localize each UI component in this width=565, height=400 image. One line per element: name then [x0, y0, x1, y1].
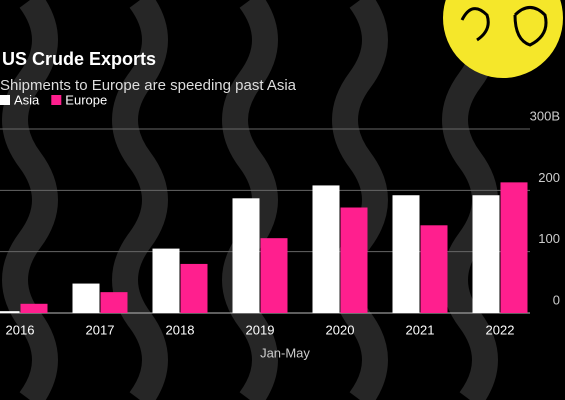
- bar: [472, 195, 500, 313]
- bar: [100, 292, 128, 313]
- bar: [232, 198, 260, 313]
- y-tick-label: 200: [538, 170, 560, 185]
- bar: [20, 303, 48, 313]
- legend-swatch: [51, 95, 62, 105]
- x-axis-label: Jan-May: [260, 345, 310, 360]
- x-tick-label: 2022: [486, 322, 515, 337]
- x-tick-label: 2018: [166, 322, 195, 337]
- x-tick-label: 2019: [246, 322, 275, 337]
- chart-subtitle: Shipments to Europe are speeding past As…: [0, 77, 297, 94]
- bar: [72, 283, 100, 313]
- x-tick-label: 2021: [406, 322, 435, 337]
- x-tick-label: 2017: [86, 322, 115, 337]
- x-tick-label: 2016: [6, 322, 35, 337]
- bar: [260, 238, 288, 313]
- x-tick-label: 2020: [326, 322, 355, 337]
- bar: [420, 225, 448, 313]
- bar: [340, 207, 368, 313]
- bar: [0, 311, 20, 313]
- y-tick-label: 100: [538, 231, 560, 246]
- legend-label: Europe: [65, 92, 107, 107]
- bar: [180, 263, 208, 313]
- bar: [312, 185, 340, 313]
- y-tick-label: 300B: [530, 108, 560, 123]
- legend-swatch: [0, 95, 10, 105]
- bar: [152, 248, 180, 313]
- chart-title: US Crude Exports: [2, 49, 156, 69]
- legend-label: Asia: [14, 92, 40, 107]
- logo: [443, 0, 563, 78]
- bar: [392, 195, 420, 313]
- bar: [500, 182, 528, 313]
- y-tick-label: 0: [553, 292, 560, 307]
